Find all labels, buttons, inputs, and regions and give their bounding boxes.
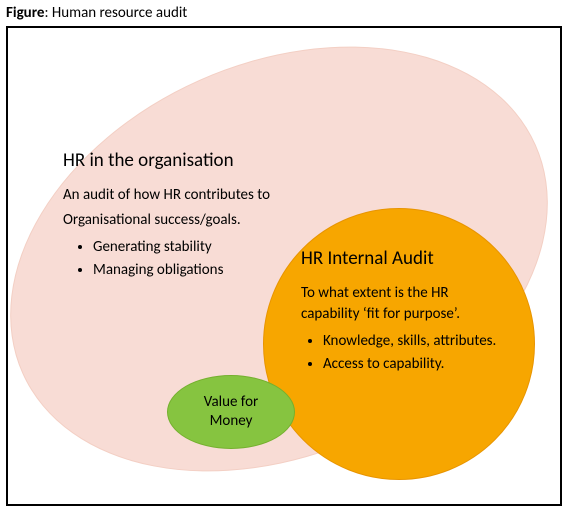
center-ellipse-line1: Value for — [204, 393, 258, 411]
figure-caption-label: Figure — [6, 4, 44, 22]
outer-ellipse-sub1: An audit of how HR contributes to — [63, 185, 293, 206]
inner-circle-title: HR Internal Audit — [301, 246, 511, 273]
outer-ellipse-title: HR in the organisation — [63, 148, 293, 175]
center-ellipse-label: Value for Money — [204, 393, 258, 432]
diagram-frame: Value for Money HR in the organisation A… — [6, 26, 562, 506]
center-ellipse: Value for Money — [167, 375, 295, 449]
outer-ellipse-text: HR in the organisation An audit of how H… — [63, 148, 293, 283]
outer-ellipse-bullets: Generating stability Managing obligation… — [63, 237, 293, 281]
inner-circle-text: HR Internal Audit To what extent is the … — [301, 246, 511, 377]
figure-caption: Figure: Human resource audit — [6, 4, 574, 22]
inner-circle-sub: To what extent is the HR capability ‘fit… — [301, 283, 481, 325]
list-item: Access to capability. — [323, 354, 511, 375]
list-item: Generating stability — [93, 237, 293, 258]
outer-ellipse-sub2: Organisational success/goals. — [63, 210, 293, 231]
inner-circle-bullets: Knowledge, skills, attributes. Access to… — [301, 331, 511, 375]
center-ellipse-line2: Money — [210, 412, 253, 430]
figure-caption-text: : Human resource audit — [44, 4, 187, 22]
list-item: Knowledge, skills, attributes. — [323, 331, 511, 352]
list-item: Managing obligations — [93, 260, 293, 281]
figure-page: Figure: Human resource audit Value for M… — [0, 0, 574, 514]
